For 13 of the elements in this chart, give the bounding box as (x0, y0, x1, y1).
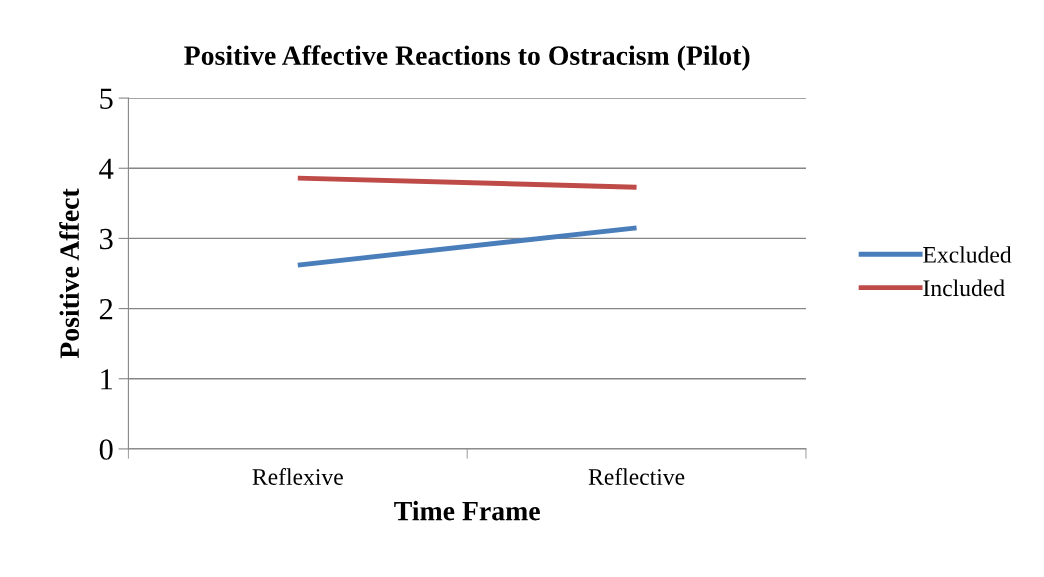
y-axis-title: Positive Affect (59, 188, 80, 359)
y-tick-label: 5 (100, 88, 113, 109)
y-tick-label: 4 (99, 158, 114, 179)
y-tick-label: 0 (99, 439, 113, 460)
x-axis-title: Time Frame (394, 500, 540, 521)
legend-label: Included (923, 279, 1005, 297)
y-tick-label: 1 (101, 369, 112, 390)
y-tick-label: 3 (100, 228, 113, 250)
y-tick-label: 2 (99, 298, 113, 320)
legend-label: Excluded (923, 246, 1012, 263)
x-tick-label: Reflexive (252, 468, 343, 485)
x-tick-label: Reflective (588, 468, 685, 485)
chart-title: Positive Affective Reactions to Ostracism (Pilot) (184, 45, 750, 71)
